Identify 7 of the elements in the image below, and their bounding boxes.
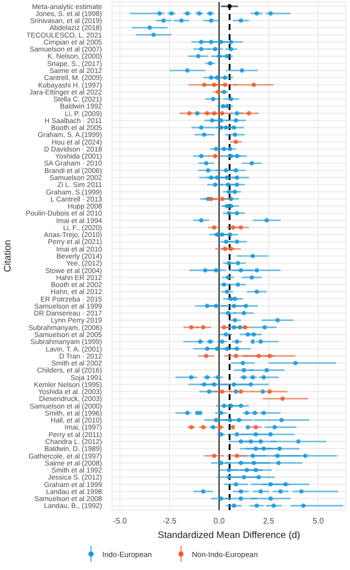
- y-axis-title: Citation: [2, 240, 14, 272]
- x-tick-label: -2.5: [162, 516, 177, 526]
- x-tick-label: 5.0: [312, 516, 324, 526]
- x-axis-title: Standardized Mean Difference (d): [158, 530, 300, 541]
- x-tick-label: -5.0: [113, 516, 128, 526]
- x-tick-label: 2.5: [263, 516, 275, 526]
- x-tick-label: 0.0: [214, 516, 226, 526]
